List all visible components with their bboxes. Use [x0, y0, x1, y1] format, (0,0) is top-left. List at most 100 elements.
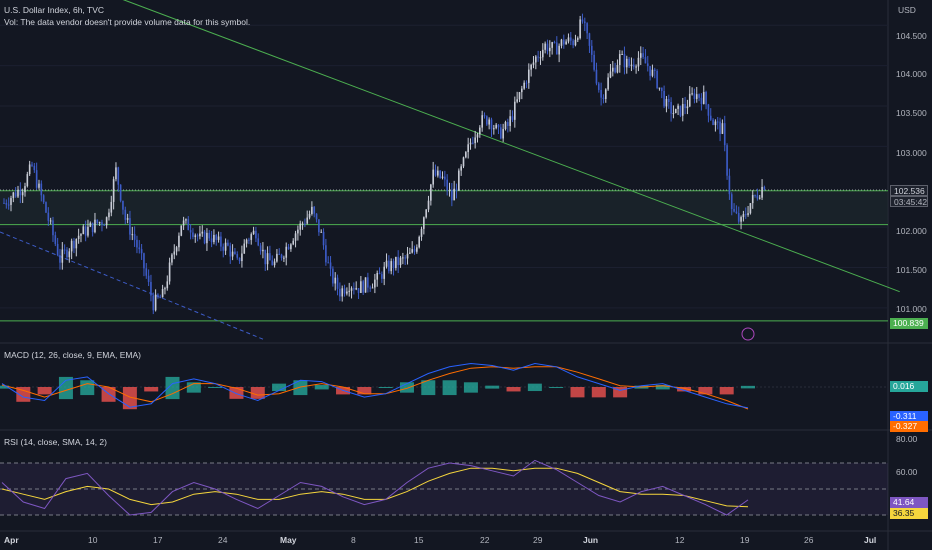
candle-body — [544, 43, 546, 50]
candle-body — [248, 239, 250, 241]
candle-body — [418, 236, 421, 248]
time-tick: 24 — [218, 535, 228, 545]
candle-body — [546, 43, 549, 52]
macd-line-badge: -0.311 — [890, 411, 928, 422]
candle-body — [614, 67, 616, 73]
candle-body — [40, 183, 43, 196]
macd-histogram-bar — [442, 380, 457, 396]
time-tick: May — [280, 535, 297, 545]
macd-histogram-bar — [0, 385, 9, 389]
candle-body — [80, 234, 82, 236]
candle-body — [42, 195, 45, 203]
candle-body — [712, 119, 714, 126]
candle-body — [322, 231, 325, 246]
price-tick: 102.000 — [896, 226, 927, 236]
candle-body — [82, 226, 85, 235]
candle-body — [192, 232, 194, 237]
rsi-sma-badge: 36.35 — [890, 508, 928, 519]
candle-body — [227, 242, 229, 246]
candle-body — [185, 219, 187, 221]
macd-histogram-bar — [655, 384, 670, 390]
candle-body — [574, 39, 577, 46]
candle-body — [441, 176, 444, 178]
candle-body — [110, 201, 113, 213]
candle-body — [621, 53, 623, 55]
candle-body — [339, 288, 341, 297]
candle-body — [488, 119, 490, 125]
macd-histogram-bar — [485, 385, 500, 389]
candle-body — [341, 288, 344, 297]
candle-body — [402, 257, 404, 259]
candle-body — [206, 232, 208, 244]
candle-body — [420, 228, 423, 237]
candle-body — [644, 57, 647, 64]
candle-body — [695, 94, 698, 99]
candle-body — [374, 279, 376, 288]
macd-histogram-bar — [677, 387, 692, 392]
candle-body — [140, 249, 143, 254]
candle-body — [763, 186, 766, 190]
candle-body — [91, 222, 94, 233]
current-price-badge: 102.536 — [890, 185, 928, 196]
candle-body — [527, 69, 530, 83]
candle-body — [332, 268, 334, 284]
candle-body — [255, 230, 257, 239]
candle-body — [406, 253, 409, 259]
candle-body — [555, 42, 558, 55]
candle-body — [611, 67, 614, 72]
candle-body — [108, 212, 110, 218]
candle-body — [250, 234, 253, 240]
candle-body — [663, 90, 665, 107]
candle-body — [355, 288, 358, 290]
candle-body — [462, 157, 465, 167]
candle-body — [171, 254, 173, 263]
candle-body — [276, 253, 278, 262]
candle-body — [385, 260, 388, 267]
candle-body — [411, 249, 414, 253]
candle-body — [159, 297, 162, 299]
candle-body — [416, 247, 418, 252]
candle-body — [597, 83, 600, 90]
candle-body — [607, 77, 609, 90]
candle-body — [3, 202, 5, 204]
candle-body — [481, 115, 483, 128]
candle-body — [707, 104, 710, 116]
candle-body — [150, 281, 152, 296]
candle-body — [154, 294, 157, 311]
candle-body — [49, 220, 52, 222]
candle-body — [460, 166, 462, 171]
candle-body — [283, 257, 285, 259]
candle-body — [667, 98, 670, 103]
candle-body — [101, 222, 103, 225]
candle-body — [497, 124, 500, 128]
candle-body — [691, 93, 693, 95]
candle-body — [616, 65, 619, 73]
candle-body — [19, 189, 22, 196]
candle-body — [600, 89, 602, 98]
candle-body — [287, 246, 290, 250]
macd-histogram-bar — [741, 385, 755, 389]
macd-histogram-bar — [144, 387, 159, 392]
candle-body — [33, 165, 36, 171]
candle-body — [721, 123, 724, 134]
candle-body — [632, 64, 635, 67]
candle-body — [280, 254, 283, 259]
candle-body — [203, 231, 206, 244]
candle-body — [754, 195, 756, 197]
candle-body — [565, 41, 567, 45]
candle-body — [430, 184, 432, 201]
candle-body — [567, 37, 570, 42]
candle-body — [705, 91, 707, 105]
macd-title: MACD (12, 26, close, 9, EMA, EMA) — [4, 350, 141, 360]
candle-body — [747, 213, 749, 215]
candle-body — [66, 249, 68, 258]
candle-body — [740, 217, 742, 222]
candle-body — [581, 19, 584, 22]
candle-body — [187, 219, 190, 231]
candle-body — [392, 261, 395, 269]
candle-body — [520, 88, 523, 93]
macd-histogram-bar — [229, 387, 244, 399]
candle-body — [133, 234, 136, 240]
candle-body — [761, 186, 763, 198]
